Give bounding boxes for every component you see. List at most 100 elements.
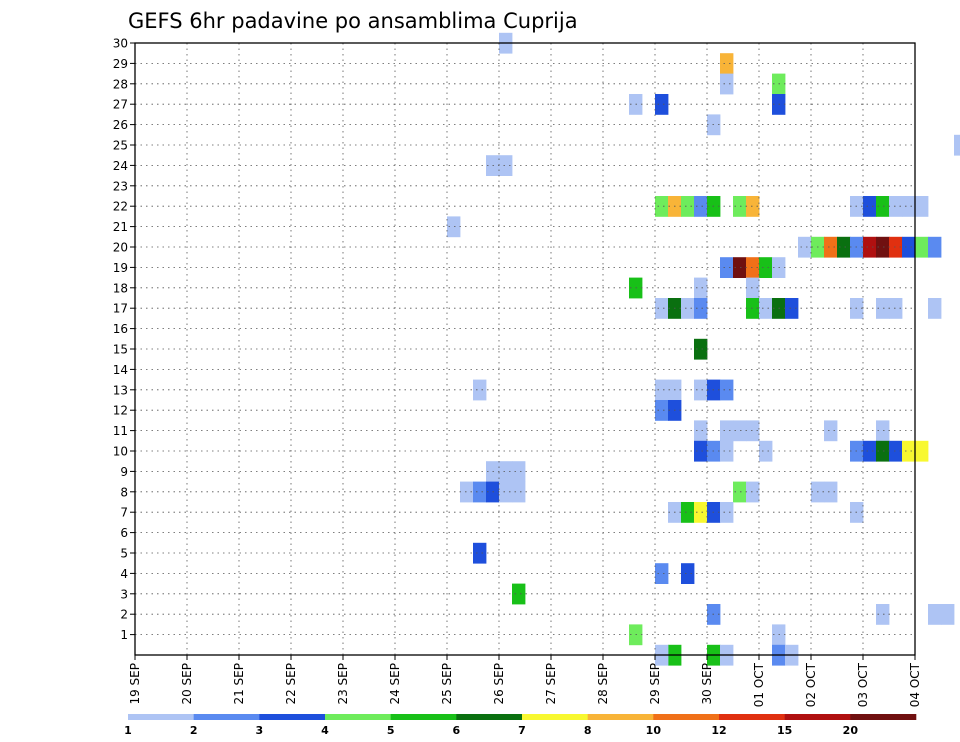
colorbar-swatch <box>456 714 523 720</box>
precip-cell <box>746 481 760 503</box>
precip-cell <box>837 236 851 258</box>
precip-cell <box>954 134 960 156</box>
precip-cell <box>512 461 526 482</box>
precip-cell <box>473 542 487 564</box>
precip-cell <box>928 604 942 625</box>
precip-cell <box>447 216 461 238</box>
colorbar-label: 1 <box>124 724 132 737</box>
y-axis-ticks: 1234567891011121314151617181920212223242… <box>113 37 135 642</box>
precip-cell <box>720 440 734 462</box>
y-tick-label: 12 <box>113 404 128 418</box>
colorbar-swatch <box>390 714 457 720</box>
precip-cell <box>655 379 669 401</box>
y-tick-label: 26 <box>113 118 128 132</box>
precip-cell <box>876 420 890 442</box>
precip-cell <box>733 481 747 503</box>
precip-cell <box>798 236 812 258</box>
x-tick-label: 01 OCT <box>752 662 766 707</box>
precip-cell <box>473 379 487 401</box>
precip-cell <box>863 440 877 462</box>
x-tick-label: 30 SEP <box>700 663 714 705</box>
y-tick-label: 9 <box>120 465 128 479</box>
colorbar-swatch <box>784 714 851 720</box>
colorbar-swatch <box>193 714 260 720</box>
precip-cell <box>499 481 513 503</box>
colorbar-label: 4 <box>321 724 329 737</box>
precip-cell <box>746 277 760 299</box>
colorbar-swatch <box>128 714 194 720</box>
y-tick-label: 23 <box>113 179 128 193</box>
precip-cell <box>694 196 708 217</box>
colorbar-legend: 1 2 3 4 5 6 7 8 10 12 15 20 <box>124 714 917 737</box>
precip-cell <box>785 298 799 319</box>
precip-cell <box>720 420 734 442</box>
y-tick-label: 14 <box>113 363 128 377</box>
y-tick-label: 27 <box>113 98 128 112</box>
precip-cell <box>876 440 890 462</box>
y-tick-label: 22 <box>113 200 128 214</box>
precip-cell <box>928 298 942 319</box>
x-tick-label: 28 SEP <box>596 663 610 705</box>
precip-cell <box>512 583 526 605</box>
precip-cell <box>681 298 695 319</box>
colorbar-label: 15 <box>777 724 792 737</box>
y-tick-label: 1 <box>120 628 128 642</box>
y-tick-label: 20 <box>113 241 128 255</box>
precip-cell <box>915 440 929 462</box>
precip-cell <box>824 236 838 258</box>
x-tick-label: 27 SEP <box>544 663 558 705</box>
x-tick-label: 04 OCT <box>908 662 922 707</box>
precip-cell <box>655 563 669 584</box>
precip-cell <box>876 196 890 217</box>
y-tick-label: 29 <box>113 57 128 71</box>
precip-cell <box>876 604 890 625</box>
colorbar-label: 2 <box>190 724 198 737</box>
precip-cell <box>460 481 474 503</box>
precip-cell <box>499 155 513 176</box>
y-tick-label: 18 <box>113 281 128 295</box>
y-tick-label: 7 <box>120 506 128 520</box>
precip-cell <box>655 298 669 319</box>
precip-cell <box>720 502 734 523</box>
x-tick-label: 25 SEP <box>440 663 454 705</box>
x-tick-label: 29 SEP <box>648 663 662 705</box>
precip-cell <box>746 196 760 217</box>
y-tick-label: 8 <box>120 485 128 499</box>
y-tick-label: 5 <box>120 547 128 561</box>
precip-cell <box>889 236 903 258</box>
precip-cell <box>746 257 760 278</box>
precip-cell <box>499 461 513 482</box>
precip-cell <box>681 502 695 523</box>
colorbar-label: 5 <box>387 724 395 737</box>
y-tick-label: 10 <box>113 445 128 459</box>
precip-cell <box>512 481 526 503</box>
colorbar-label: 12 <box>711 724 726 737</box>
x-tick-label: 22 SEP <box>284 663 298 705</box>
x-tick-label: 20 SEP <box>180 663 194 705</box>
colorbar-swatch <box>850 714 917 720</box>
y-tick-label: 15 <box>113 343 128 357</box>
precip-cell <box>655 400 669 421</box>
x-tick-label: 24 SEP <box>388 663 402 705</box>
colorbar-swatch <box>719 714 785 720</box>
colorbar-label: 10 <box>646 724 662 737</box>
y-tick-label: 19 <box>113 261 128 275</box>
precip-cell <box>915 196 929 217</box>
x-axis-ticks: 19 SEP 20 SEP 21 SEP 22 SEP 23 SEP 24 SEP 25 S… <box>128 655 922 707</box>
precip-cell <box>889 440 903 462</box>
y-tick-label: 28 <box>113 77 128 91</box>
x-tick-label: 02 OCT <box>804 662 818 707</box>
x-tick-label: 21 SEP <box>232 663 246 705</box>
x-tick-label: 19 SEP <box>128 663 142 705</box>
y-tick-label: 11 <box>113 424 128 438</box>
precip-cell <box>733 196 747 217</box>
y-tick-label: 6 <box>120 526 128 540</box>
precip-cell <box>720 53 734 74</box>
y-tick-label: 21 <box>113 220 128 234</box>
precipitation-cells <box>447 32 960 666</box>
precip-cell <box>876 298 890 319</box>
colorbar-label: 7 <box>518 724 526 737</box>
precip-cell <box>902 236 916 258</box>
precip-cell <box>694 298 708 319</box>
precip-cell <box>759 298 773 319</box>
